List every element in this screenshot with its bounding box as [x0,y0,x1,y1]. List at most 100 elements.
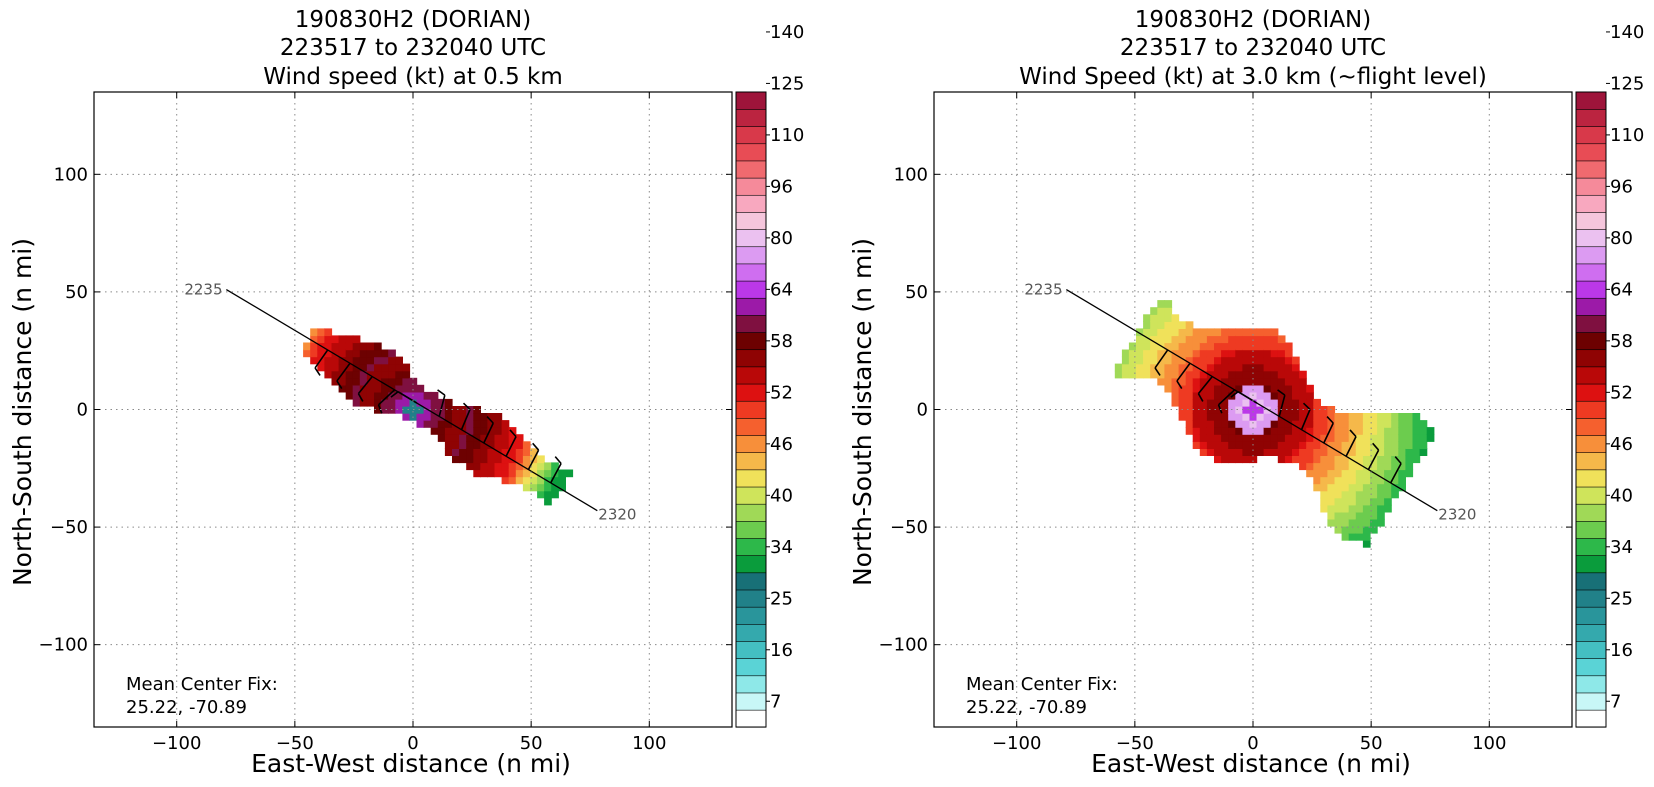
wind-cell [381,398,389,407]
wind-cell [1370,504,1378,513]
wind-barb-staff [1389,463,1402,484]
wind-cell [1362,504,1371,513]
wind-cell [487,420,496,428]
wind-cell [1284,406,1293,414]
wind-cell [1228,370,1236,379]
wind-cell [1362,483,1371,492]
wind-cell [530,476,538,485]
wind-cell [522,462,531,471]
wind-cell [1277,335,1286,344]
colorbar-segment [735,246,767,265]
wind-cell [1327,413,1336,421]
colorbar-segment [735,469,767,488]
wind-cell [381,349,389,358]
wind-cell [359,398,368,407]
wind-cell [1398,476,1406,485]
wind-cell [1214,434,1222,442]
wind-cell [515,469,524,478]
wind-cell [1171,363,1180,372]
wind-cell [1341,469,1350,478]
wind-barb-flag [1394,456,1402,464]
chart-title-line-2: 223517 to 232040 UTC [280,35,546,61]
wind-cell [1192,398,1201,407]
wind-cell [1270,427,1279,435]
wind-cell [1214,370,1222,379]
track-start-label: 2235 [1024,281,1062,299]
wind-cell [480,420,488,428]
wind-cell [480,427,488,435]
colorbar-tick-label: 125 [770,73,804,94]
colorbar-tick-label: 125 [1610,73,1644,94]
wind-barbs [314,349,562,484]
wind-cell [1263,328,1272,337]
wind-cell [1405,462,1414,471]
wind-cell [1171,342,1180,351]
wind-cell [1299,420,1307,428]
wind-cell [1256,328,1265,337]
mean-center-fix-label: Mean Center Fix: [966,674,1118,695]
wind-cell [1150,307,1158,315]
wind-cell [1334,469,1343,478]
wind-cell [508,476,517,485]
wind-cell [338,384,347,393]
wind-cell [1334,455,1343,464]
wind-cell [1178,363,1187,372]
wind-cell [381,384,389,393]
colorbar-tick-label: 52 [770,382,793,403]
wind-cell [1412,448,1421,456]
wind-cell [1121,356,1130,365]
wind-cell [359,349,368,358]
wind-cell [1377,504,1385,513]
wind-cell [1292,455,1300,464]
wind-cell [1164,384,1173,393]
wind-cell [310,342,318,351]
wind-cell [508,462,517,471]
wind-cell [1299,370,1307,379]
colorbar-segment [735,331,767,351]
wind-cell [1164,349,1173,358]
wind-cell [501,462,510,471]
wind-cell [402,370,411,379]
wind-cell [1214,420,1222,428]
wind-cell [1398,441,1406,449]
wind-cell [537,455,545,464]
wind-cell [1256,363,1265,372]
wind-cell [1341,455,1350,464]
wind-cell [1206,434,1215,442]
y-tick-label: 100 [894,164,928,185]
wind-cell [352,370,361,379]
wind-cell [1384,490,1392,499]
wind-cell [1362,441,1371,449]
wind-cell [1334,434,1343,442]
wind-cell [473,455,481,464]
wind-cell [1313,469,1321,478]
wind-cell [1348,455,1357,464]
wind-cell [1327,504,1336,513]
wind-cell [487,434,496,442]
wind-cell [551,490,559,499]
wind-cell [374,349,382,358]
grid [94,92,732,727]
wind-cell [1284,427,1293,435]
wind-cell [1306,398,1314,407]
wind-cell [1370,434,1378,442]
wind-barb-staff [505,436,517,457]
wind-cell [1185,363,1194,372]
wind-cell [1214,363,1222,372]
wind-cell [1221,328,1229,337]
wind-barb-flag [1154,367,1161,376]
wind-cell [1270,384,1279,393]
colorbar-segment [1575,229,1607,248]
wind-cell [1242,398,1251,407]
wind-cell [1199,448,1208,456]
wind-cell [1341,434,1350,442]
wind-cell [1362,427,1371,435]
wind-cell [1157,307,1165,315]
wind-cell [1249,335,1258,344]
wind-cell [1362,476,1371,485]
wind-cell [1270,413,1279,421]
wind-cell [1299,448,1307,456]
wind-cell [1164,300,1173,308]
x-tick-label: 100 [1472,733,1506,754]
wind-cell [359,391,368,400]
